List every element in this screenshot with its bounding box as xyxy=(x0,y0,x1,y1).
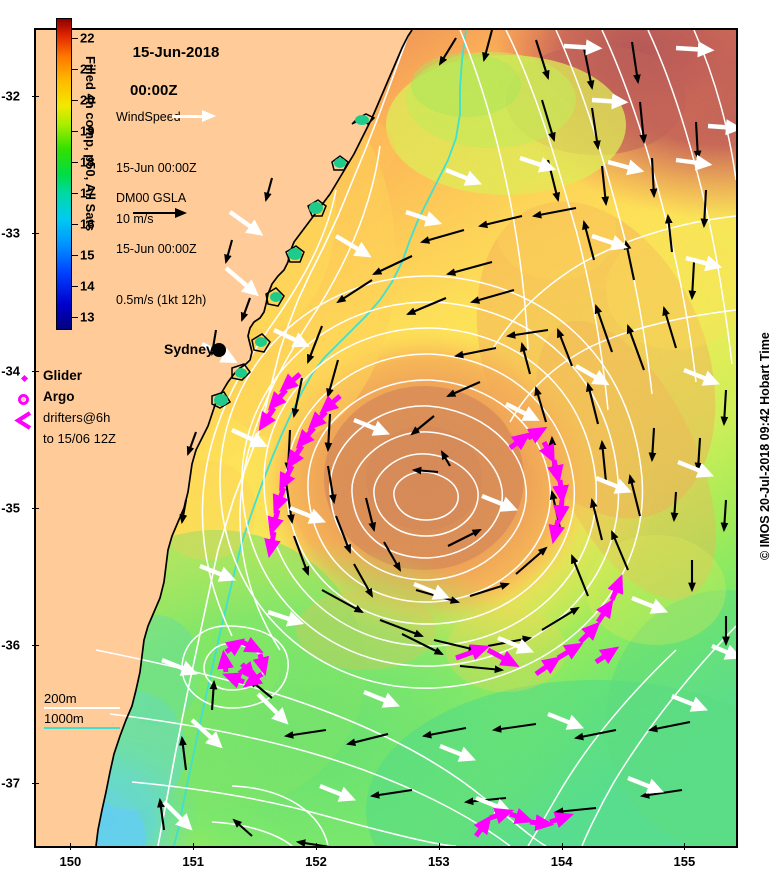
argo-marker-icon xyxy=(13,389,39,410)
legend-label-glider: Glider xyxy=(43,368,83,383)
y-axis-tick-label: -34 xyxy=(1,363,20,379)
glider-marker-icon xyxy=(13,368,39,389)
isobath-key-label-1000m: 1000m xyxy=(44,711,84,726)
drifter-arrow-icon xyxy=(13,410,39,431)
legend-label-argo: Argo xyxy=(43,389,75,404)
coastline xyxy=(95,30,413,846)
colorbar-tick-label: 14 xyxy=(80,278,95,294)
legend-row-glider: Glider xyxy=(7,368,157,389)
y-axis-tick xyxy=(32,95,39,97)
x-axis-tick xyxy=(684,843,686,850)
colorbar-tick-label: 15 xyxy=(80,247,95,263)
place-label-sydney: Sydney xyxy=(164,341,214,357)
x-axis-tick xyxy=(316,843,317,850)
y-axis: -32 -33 -34 -35 -36 -37 xyxy=(0,28,39,848)
title-datetime: 15-Jun-2018 00:00Z xyxy=(116,24,219,138)
colorbar-tick-label: 21 xyxy=(80,61,95,77)
colorbar-tick xyxy=(72,130,78,132)
x-axis: 150 151 152 153 154 155 xyxy=(34,843,738,876)
legend-row-drifter-end: to 15/06 12Z xyxy=(7,431,157,452)
city-marker-sydney[interactable] xyxy=(212,343,226,357)
isobath-key-line-1000m xyxy=(44,727,120,729)
colorbar-tick-label: 20 xyxy=(80,92,95,108)
x-axis-tick-label: 155 xyxy=(673,854,696,869)
colorbar-tick xyxy=(72,192,78,194)
sst-map-svg xyxy=(36,30,736,846)
colorbar[interactable] xyxy=(56,18,72,330)
colorbar-tick-label: 17 xyxy=(80,185,95,201)
colorbar-tick xyxy=(72,37,78,39)
colorbar-tick-label: 16 xyxy=(80,216,95,232)
wind-key-arrow-shaft xyxy=(172,115,204,118)
wind-key-arrow-head xyxy=(202,110,216,122)
y-axis-tick xyxy=(32,645,39,647)
colorbar-tick-label: 13 xyxy=(80,309,95,325)
colorbar-tick-label: 19 xyxy=(80,123,95,139)
gsla-key-scale: 0.5m/s (1kt 12h) xyxy=(116,293,207,307)
isobath-key-200m: 200m xyxy=(44,690,128,710)
wind-key-arrow-icon xyxy=(172,110,216,122)
gsla-key-arrow-icon xyxy=(133,207,187,219)
colorbar-axis-title: Filled 4h comp, p50, All Sats xyxy=(83,56,98,232)
y-axis-tick xyxy=(32,370,39,372)
x-axis-tick-label: 153 xyxy=(427,854,450,869)
legend-label-drifters: drifters@6h xyxy=(43,410,111,425)
y-axis-tick-label: -37 xyxy=(1,775,20,791)
gsla-key-arrow-shaft xyxy=(133,212,177,214)
map-plot-frame[interactable] xyxy=(34,28,738,848)
isobath-key-label-200m: 200m xyxy=(44,691,77,706)
legend-row-argo: Argo xyxy=(7,389,157,410)
marker-legend: Glider Argo drifters@6h to 15/06 12Z xyxy=(7,368,157,452)
wind-vectors xyxy=(161,39,736,831)
wind-key-title: WindSpeed xyxy=(116,110,181,124)
x-axis-tick xyxy=(561,843,563,850)
y-axis-tick-label: -36 xyxy=(1,637,20,653)
wind-key-scale: 10 m/s xyxy=(116,212,154,226)
gsla-key-arrow-head xyxy=(175,208,187,218)
isobath-key-line-200m xyxy=(44,707,120,709)
x-axis-tick xyxy=(193,843,195,850)
isobath-key-1000m: 1000m xyxy=(44,710,128,730)
copyright-text: © IMOS 20-Jul-2018 09:42 Hobart Time xyxy=(758,332,772,560)
legend-row-drifters: drifters@6h xyxy=(7,410,157,431)
wind-key-text: WindSpeed 15-Jun 00:00Z 10 m/s xyxy=(116,75,197,262)
colorbar-tick xyxy=(72,161,78,163)
y-axis-tick xyxy=(32,233,39,235)
colorbar-tick xyxy=(72,99,78,101)
colorbar-tick xyxy=(72,254,78,256)
drifter-tracks xyxy=(217,372,624,838)
colorbar-group[interactable]: 13 14 15 16 17 18 19 20 21 22 Filled 4h comp, p50… xyxy=(22,18,98,338)
map-canvas xyxy=(36,30,736,846)
colorbar-tick xyxy=(72,223,78,225)
colorbar-tick xyxy=(72,285,78,287)
gsla-key-text: DM00 GSLA 15-Jun 00:00Z 0.5m/s (1kt 12h) xyxy=(116,156,206,343)
y-axis-tick-label: -33 xyxy=(1,225,20,241)
x-axis-tick-label: 154 xyxy=(550,854,573,869)
colorbar-tick-label: 18 xyxy=(80,154,95,170)
y-axis-tick xyxy=(32,508,39,510)
gsla-contour-group xyxy=(95,30,736,846)
x-axis-tick-label: 150 xyxy=(59,854,82,869)
y-axis-tick xyxy=(32,782,39,784)
title-date: 15-Jun-2018 xyxy=(132,44,220,61)
x-axis-tick-label: 151 xyxy=(182,854,205,869)
y-axis-tick-label: -32 xyxy=(1,88,20,104)
isobath-key: 200m 1000m xyxy=(44,690,128,730)
wind-key-time: 15-Jun 00:00Z xyxy=(116,161,197,175)
x-axis-tick-label: 152 xyxy=(305,854,327,869)
x-axis-tick xyxy=(70,843,72,850)
colorbar-tick-label: 22 xyxy=(80,30,95,46)
gsla-key-title: DM00 GSLA xyxy=(116,191,187,205)
gsla-key-time: 15-Jun 00:00Z xyxy=(116,242,197,256)
y-axis-tick-label: -35 xyxy=(1,500,20,516)
title-time: 00:00Z xyxy=(130,82,178,99)
colorbar-tick xyxy=(72,316,78,318)
legend-label-drifter-end: to 15/06 12Z xyxy=(43,431,116,446)
colorbar-tick xyxy=(72,68,78,70)
x-axis-tick xyxy=(438,843,440,850)
